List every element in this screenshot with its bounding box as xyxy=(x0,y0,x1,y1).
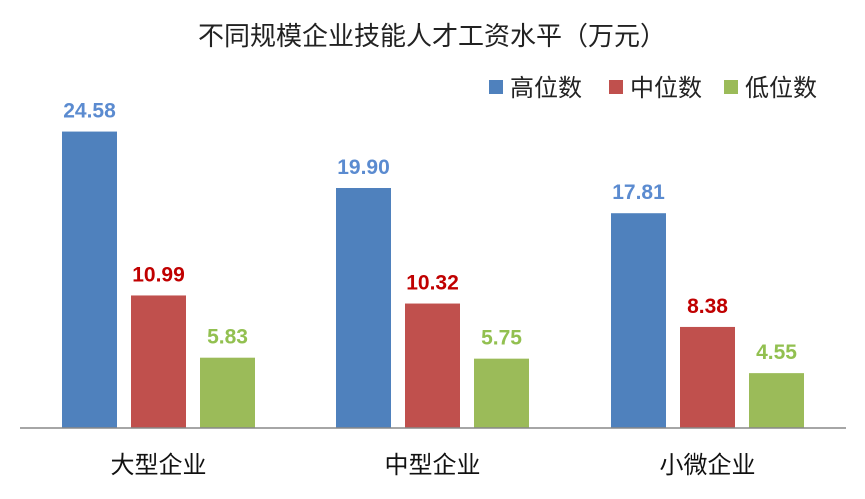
data-label-2-3: 5.75 xyxy=(481,327,522,350)
legend: 高位数 中位数 低位数 xyxy=(489,74,817,102)
bar-3-1 xyxy=(611,213,666,428)
category-label-3: 小微企业 xyxy=(660,451,756,479)
bar-1-3 xyxy=(200,357,255,428)
data-label-3-2: 8.38 xyxy=(687,295,728,318)
data-label-2-1: 19.90 xyxy=(337,156,390,179)
legend-swatch-2 xyxy=(609,80,623,94)
data-label-1-3: 5.83 xyxy=(207,326,248,349)
legend-label-2: 中位数 xyxy=(630,74,702,102)
bars xyxy=(62,131,804,429)
data-label-1-2: 10.99 xyxy=(132,263,185,286)
bar-1-2 xyxy=(131,295,186,428)
chart-title: 不同规模企业技能人才工资水平（万元） xyxy=(198,22,666,52)
data-label-3-3: 4.55 xyxy=(756,341,797,364)
category-label-1: 大型企业 xyxy=(111,451,207,479)
legend-label-1: 高位数 xyxy=(510,74,582,102)
data-label-1-1: 24.58 xyxy=(63,100,116,123)
bar-2-2 xyxy=(405,303,460,428)
data-label-3-1: 17.81 xyxy=(612,181,665,204)
data-labels: 24.58 10.99 5.83 19.90 10.32 5.75 17.81 8.38 4.5… xyxy=(63,100,797,365)
category-labels: 大型企业 中型企业 小微企业 xyxy=(111,451,756,479)
bar-2-3 xyxy=(474,358,529,428)
data-label-2-2: 10.32 xyxy=(406,272,459,295)
bar-3-3 xyxy=(749,373,804,428)
bar-3-2 xyxy=(680,326,735,428)
legend-swatch-1 xyxy=(489,80,503,94)
legend-label-3: 低位数 xyxy=(745,74,817,102)
legend-swatch-3 xyxy=(724,80,738,94)
bar-1-1 xyxy=(62,131,117,429)
bar-2-1 xyxy=(336,188,391,428)
category-label-2: 中型企业 xyxy=(385,451,481,479)
